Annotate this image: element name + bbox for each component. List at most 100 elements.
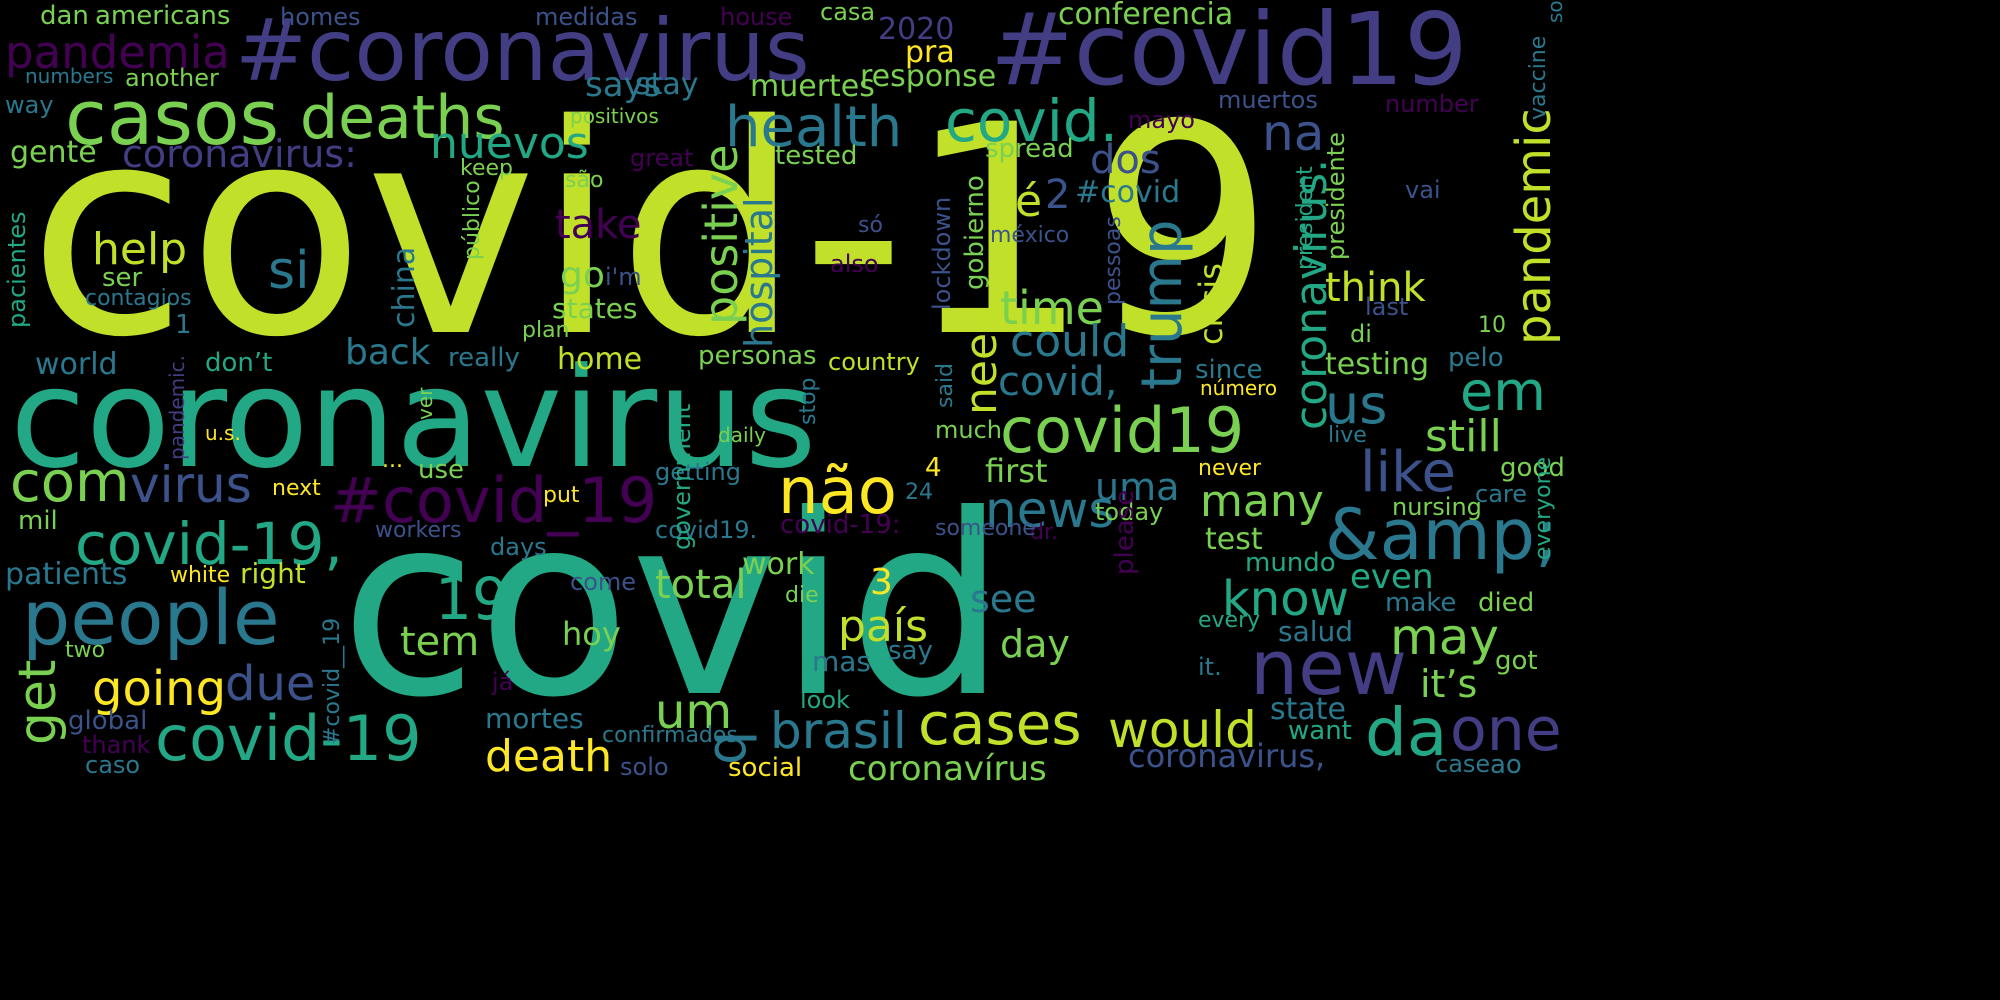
word: live xyxy=(1328,423,1367,448)
word: muertes xyxy=(750,69,875,104)
word: help xyxy=(92,224,188,275)
word: crisis xyxy=(1192,263,1230,345)
word: muertos xyxy=(1218,86,1318,114)
word: covid19 xyxy=(1000,394,1245,467)
word: never xyxy=(1198,456,1262,481)
word: died xyxy=(1478,588,1535,618)
word: want xyxy=(1288,716,1352,746)
word: daily xyxy=(718,423,766,447)
word: look xyxy=(800,686,850,714)
word: número xyxy=(1200,376,1278,400)
word: numbers xyxy=(25,64,114,88)
word: right xyxy=(240,557,306,590)
word: vai xyxy=(1405,176,1441,204)
word: so xyxy=(1543,0,1567,23)
word: lockdown xyxy=(928,196,956,310)
word: salud xyxy=(1278,615,1354,648)
word: um xyxy=(655,684,733,740)
word: house xyxy=(720,3,793,31)
word: contagios xyxy=(85,286,192,311)
word: #covid19 xyxy=(990,0,1468,108)
word: good xyxy=(1500,453,1565,483)
word: #coronavirus xyxy=(235,1,810,101)
word: nursing xyxy=(1392,493,1482,521)
word: like xyxy=(1360,440,1457,505)
word: nuevos xyxy=(430,118,589,169)
word: só xyxy=(858,213,883,238)
word: mas xyxy=(812,645,872,678)
word: use xyxy=(418,455,465,485)
word: case xyxy=(1435,750,1491,778)
word: great xyxy=(630,144,694,172)
word: 3 xyxy=(870,562,893,603)
word: caso xyxy=(85,751,141,779)
word: everyone xyxy=(1531,456,1556,560)
word: 2020 xyxy=(878,12,955,47)
word: make xyxy=(1385,588,1457,618)
word: &amp; xyxy=(1325,494,1559,576)
word: i'm xyxy=(605,263,642,291)
word: ... xyxy=(382,448,403,473)
word: positivos xyxy=(570,104,659,128)
word: two xyxy=(65,638,106,663)
word: coronavírus xyxy=(848,749,1047,789)
word: get xyxy=(8,659,68,745)
word: health xyxy=(725,95,903,160)
word: stay xyxy=(635,67,699,102)
word: covid-19: xyxy=(780,510,901,540)
word: casos xyxy=(65,73,280,162)
word: number xyxy=(1385,90,1479,118)
word: still xyxy=(1425,411,1502,462)
word: new xyxy=(1250,623,1408,712)
word: uma xyxy=(1095,465,1180,509)
word: mil xyxy=(18,506,58,536)
word: público xyxy=(460,180,485,260)
word: pacientes xyxy=(3,211,31,328)
word: due xyxy=(225,656,316,712)
word: covid, xyxy=(998,359,1118,405)
word: confirmados xyxy=(602,723,738,748)
word: hoy xyxy=(562,615,621,653)
word: test xyxy=(1205,522,1263,557)
word: patients xyxy=(5,557,128,592)
word: é xyxy=(1015,176,1043,227)
word: president xyxy=(1293,166,1318,270)
word: may xyxy=(1390,608,1499,666)
word: says xyxy=(585,65,662,105)
word: us xyxy=(1325,373,1388,436)
word: spread xyxy=(985,134,1074,164)
word: pandemia xyxy=(5,26,230,79)
word: total xyxy=(655,562,747,608)
word: mayo xyxy=(1128,106,1195,134)
word: gobierno xyxy=(960,175,990,290)
word: state xyxy=(1270,692,1346,727)
word: first xyxy=(985,452,1048,490)
word: 2 xyxy=(1045,172,1071,218)
word: não xyxy=(778,455,897,529)
word: white xyxy=(170,563,231,588)
word: say xyxy=(888,636,933,666)
word: dr. xyxy=(1030,520,1058,545)
word: people xyxy=(22,573,280,662)
word: days xyxy=(490,533,547,561)
word: covid19. xyxy=(655,516,758,544)
word: ver xyxy=(413,387,437,420)
word: news xyxy=(985,481,1115,539)
word: someone xyxy=(935,516,1036,541)
word: ser xyxy=(102,263,143,293)
word: stop xyxy=(796,377,821,425)
word: mundo xyxy=(1245,548,1336,578)
word: medidas xyxy=(535,3,638,31)
word: got xyxy=(1495,646,1538,676)
word: #covid xyxy=(1075,175,1181,210)
word: hospital xyxy=(737,197,781,348)
word: 24 xyxy=(905,480,933,505)
word: getting xyxy=(655,458,741,486)
word: death xyxy=(485,731,613,782)
word: personas xyxy=(698,341,817,371)
word: di xyxy=(1350,320,1372,348)
word: presidente xyxy=(1322,132,1350,260)
word: da xyxy=(1365,694,1448,771)
word: next xyxy=(272,476,321,501)
word: gente xyxy=(10,135,97,170)
